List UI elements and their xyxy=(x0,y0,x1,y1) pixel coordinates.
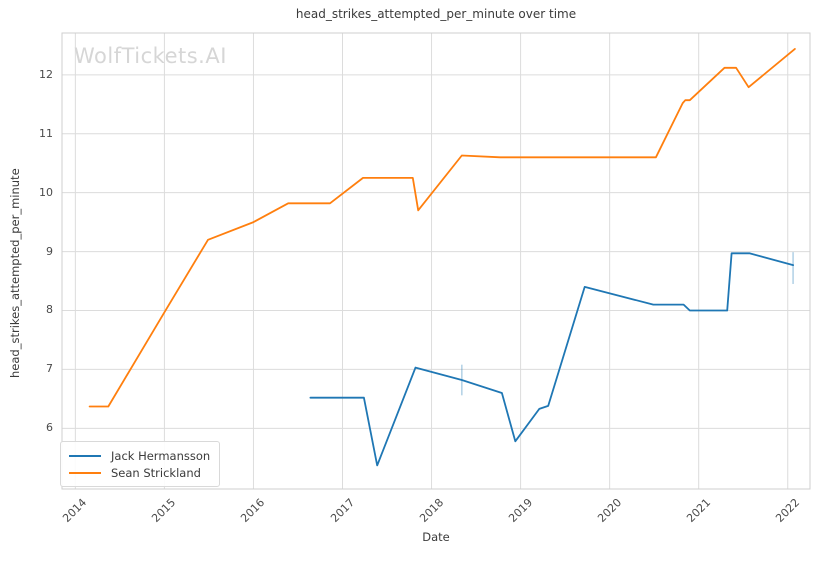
legend-item-jack-hermansson: Jack Hermansson xyxy=(69,447,210,464)
y-tick-label: 9 xyxy=(46,244,53,258)
legend-line-swatch-blue xyxy=(69,454,101,457)
legend-label: Sean Strickland xyxy=(111,465,201,480)
legend: Jack Hermansson Sean Strickland xyxy=(60,441,221,487)
line-jack-hermansson xyxy=(309,252,794,467)
legend-line-swatch-orange xyxy=(69,471,101,474)
chart-title: head_strikes_attempted_per_minute over t… xyxy=(295,7,577,21)
y-tick-label: 12 xyxy=(39,67,53,81)
plot-border xyxy=(61,32,811,490)
legend-item-sean-strickland: Sean Strickland xyxy=(69,464,210,481)
y-tick-label: 10 xyxy=(39,185,53,199)
watermark: WolfTickets.AI xyxy=(74,44,227,68)
y-tick-label: 11 xyxy=(39,126,53,140)
x-axis-label: Date xyxy=(422,530,450,544)
y-tick-label: 7 xyxy=(46,362,53,376)
legend-label: Jack Hermansson xyxy=(111,448,211,463)
y-tick-label: 8 xyxy=(46,303,53,317)
line-sean-strickland xyxy=(88,48,796,408)
y-tick-label: 6 xyxy=(46,421,53,435)
